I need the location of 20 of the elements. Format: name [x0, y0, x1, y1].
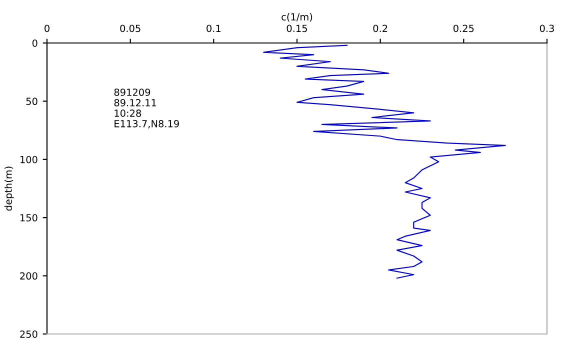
x-tick-label: 0.1	[206, 24, 220, 32]
annotation: E113.7,N8.19	[114, 120, 179, 128]
x-axis-title: c(1/m)	[282, 13, 312, 22]
x-tick-label: 0.3	[540, 24, 554, 32]
y-tick-label: 250	[20, 330, 38, 338]
annotation: 891209	[114, 88, 150, 96]
y-tick-label: 0	[32, 39, 38, 47]
y-tick-label: 200	[20, 272, 38, 280]
y-tick-label: 50	[26, 98, 38, 106]
annotation: 10:28	[114, 110, 142, 117]
x-tick-label: 0.2	[373, 24, 388, 32]
annotation: 89.12.11	[114, 99, 156, 106]
x-tick-label: 0.05	[120, 24, 140, 32]
x-tick-label: 0.15	[286, 24, 307, 32]
y-axis-title: depth(m)	[4, 166, 14, 211]
x-tick-label: 0.25	[453, 24, 474, 32]
y-tick-label: 150	[20, 214, 38, 222]
y-tick-label: 100	[20, 156, 38, 164]
x-tick-label: 0	[44, 24, 50, 32]
line-series	[263, 44, 506, 279]
